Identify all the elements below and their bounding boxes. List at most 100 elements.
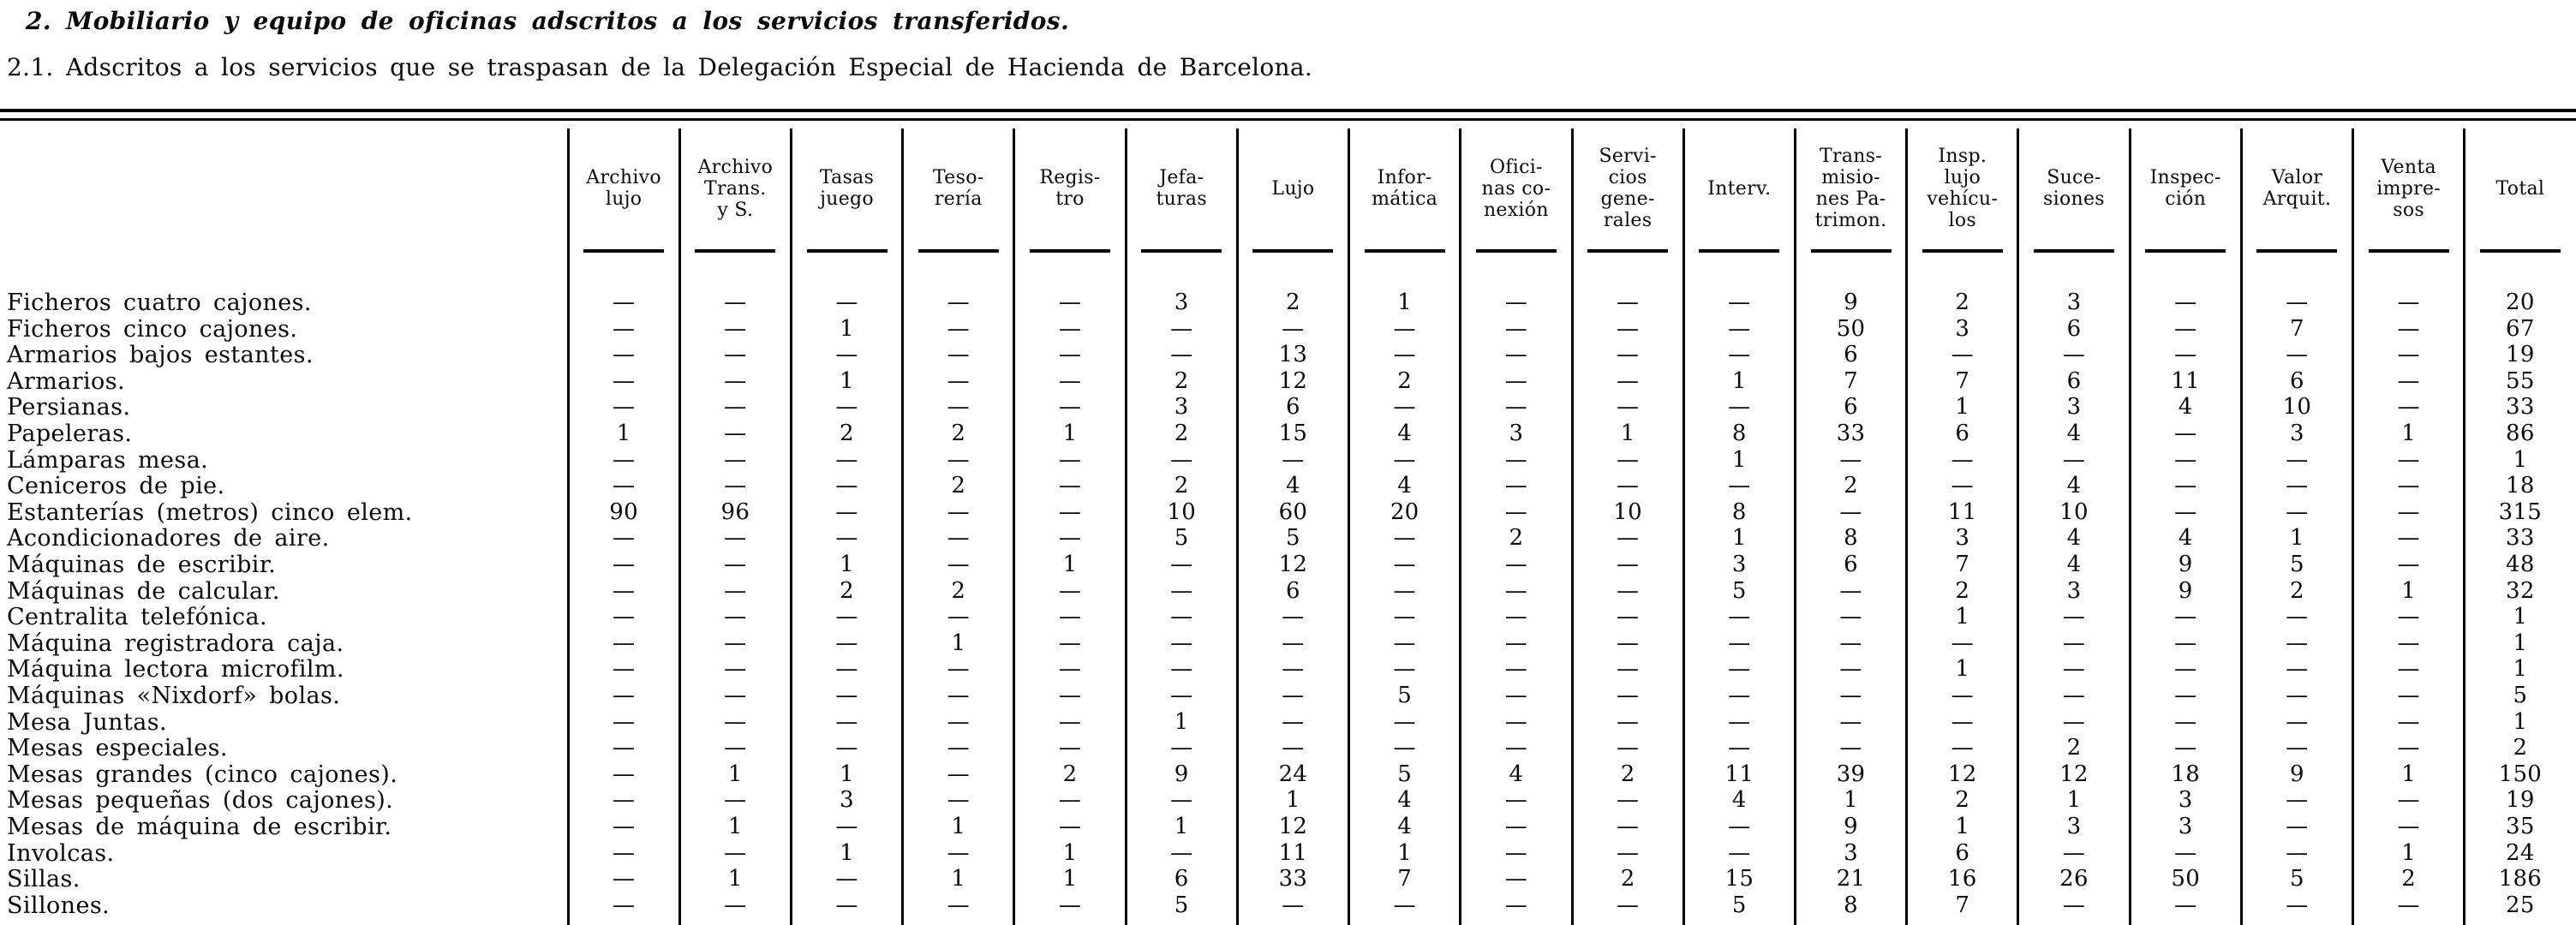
table-cell-lujo: 24 — [1278, 761, 1308, 787]
column-header-line: Total — [2495, 177, 2545, 200]
table-cell-servicios-generales: — — [1616, 708, 1640, 735]
table-cell-valor-arquit: 2 — [2290, 577, 2304, 604]
table-cell-informatica: 5 — [1397, 761, 1413, 787]
table-cell-valor-arquit: 5 — [2290, 552, 2304, 577]
table-cell-tesoreria: — — [947, 604, 970, 630]
table-cell-venta-impresos: — — [2397, 289, 2420, 315]
table-cell-oficinas-conexion: — — [1504, 577, 1528, 604]
column-divider-line — [1570, 128, 1574, 925]
table-cell-insp-lujo-vehiculos: — — [1951, 683, 1974, 708]
table-cell-lujo: 12 — [1278, 367, 1308, 394]
column-divider-line — [1682, 128, 1685, 925]
table-cell-oficinas-conexion: 4 — [1509, 761, 1524, 787]
table-cell-insp-lujo-vehiculos: 1 — [1955, 604, 1970, 630]
table-cell-archivo-lujo: — — [612, 735, 636, 761]
table-cell-sucesiones: — — [2062, 630, 2086, 656]
table-cell-tasas-juego: — — [835, 683, 858, 708]
table-cell-jefaturas: 10 — [1167, 498, 1197, 525]
column-header-line: Trans- — [1820, 146, 1883, 167]
table-cell-oficinas-conexion: 2 — [1509, 525, 1524, 552]
table-cell-transmisiones-patrimon: — — [1839, 630, 1862, 656]
table-cell-venta-impresos: — — [2397, 735, 2420, 761]
table-cell-total: 19 — [2506, 342, 2535, 368]
column-header-tasas-juego: Tasas juego — [791, 130, 902, 247]
table-cell-archivo-lujo: — — [612, 367, 636, 394]
table-cell-sucesiones: — — [2062, 892, 2086, 918]
table-cell-valor-arquit: — — [2286, 289, 2309, 315]
column-header-line: Interv. — [1707, 177, 1772, 200]
table-cell-venta-impresos: 2 — [2401, 866, 2417, 892]
table-cell-oficinas-conexion: — — [1504, 814, 1528, 839]
column-header-line: rales — [1603, 210, 1653, 231]
table-cell-lujo: 5 — [1286, 525, 1300, 552]
table-cell-venta-impresos: 1 — [2401, 421, 2417, 446]
column-header-line: los — [1948, 210, 1976, 231]
table-cell-interv: — — [1728, 814, 1751, 839]
table-cell-jefaturas: 1 — [1174, 708, 1189, 735]
table-cell-sucesiones: 3 — [2066, 577, 2082, 604]
table-cell-tasas-juego: 2 — [840, 577, 854, 604]
column-divider-line — [2239, 128, 2243, 925]
table-cell-servicios-generales: — — [1616, 683, 1640, 708]
table-cell-servicios-generales: — — [1616, 446, 1640, 473]
table-cell-sucesiones: — — [2062, 683, 2086, 708]
table-cell-inspeccion: — — [2174, 683, 2197, 708]
double-rule-bottom-line — [0, 118, 2576, 121]
column-header-line: Archivo — [697, 156, 774, 178]
table-cell-jefaturas: 3 — [1174, 394, 1189, 421]
table-cell-sucesiones: 6 — [2066, 367, 2082, 394]
table-cell-servicios-generales: — — [1616, 814, 1640, 839]
table-cell-servicios-generales: — — [1616, 656, 1640, 683]
table-cell-transmisiones-patrimon: — — [1839, 446, 1862, 473]
table-cell-registro: — — [1058, 367, 1082, 394]
table-cell-interv: 5 — [1731, 892, 1747, 918]
table-cell-sucesiones: 10 — [2059, 498, 2089, 525]
table-cell-archivo-trans-y-s: — — [724, 473, 747, 499]
table-row: Ficheros cuatro cajones. — — — — — 3 2 1 — — — 9 2 3 — —… — [0, 289, 2576, 316]
table-cell-interv: 5 — [1731, 577, 1747, 604]
table-cell-sucesiones: — — [2062, 604, 2086, 630]
table-cell-lujo: 15 — [1278, 421, 1308, 446]
table-row: Mesas pequeñas (dos cajones). — — 3 — — — 1 4 — — 4… — [0, 787, 2576, 814]
table-cell-tesoreria: 1 — [951, 814, 966, 839]
table-cell-total: 48 — [2506, 552, 2535, 577]
table-row: Centralita telefónica. — — — — — — — — — — — — 1 — — — — 1 — [0, 604, 2576, 630]
table-cell-sucesiones: 1 — [2066, 787, 2082, 814]
table-cell-lujo: 11 — [1278, 839, 1308, 866]
table-cell-oficinas-conexion: — — [1504, 367, 1528, 394]
column-header-line: Arquit. — [2262, 188, 2332, 210]
column-header-underline — [1030, 249, 1110, 253]
column-header-underline — [1364, 249, 1445, 253]
table-cell-tesoreria: — — [947, 892, 970, 918]
table-cell-archivo-trans-y-s: — — [724, 394, 747, 421]
table-cell-venta-impresos: — — [2397, 630, 2420, 656]
table-cell-valor-arquit: — — [2286, 787, 2309, 814]
table-cell-transmisiones-patrimon: — — [1839, 708, 1862, 735]
table-cell-interv: — — [1728, 839, 1751, 866]
table-cell-inspeccion: 3 — [2178, 814, 2193, 839]
table-cell-valor-arquit: — — [2286, 708, 2309, 735]
column-header-jefaturas: Jefa-turas — [1126, 130, 1237, 247]
subsection-heading: 2.1. Adscritos a los servicios que se tr… — [7, 53, 1313, 81]
table-cell-informatica: 1 — [1397, 839, 1413, 866]
column-header-registro: Regis-tro — [1014, 130, 1126, 247]
column-header-servicios-generales: Servi-cios gene-rales — [1572, 130, 1683, 247]
column-divider-line — [1124, 128, 1127, 925]
table-cell-archivo-trans-y-s: — — [724, 656, 747, 683]
table-cell-insp-lujo-vehiculos: 2 — [1955, 289, 1970, 315]
section-heading: 2. Mobiliario y equipo de oficinas adscr… — [26, 7, 1070, 35]
table-cell-total: 1 — [2513, 604, 2528, 630]
table-cell-registro: — — [1058, 735, 1082, 761]
table-cell-registro: 1 — [1062, 552, 1078, 577]
table-cell-total: 35 — [2506, 814, 2535, 839]
table-cell-insp-lujo-vehiculos: — — [1951, 630, 1974, 656]
table-cell-transmisiones-patrimon: 1 — [1844, 787, 1858, 814]
row-label: Papeleras. — [7, 421, 133, 447]
table-cell-transmisiones-patrimon: 33 — [1836, 421, 1866, 446]
table-cell-sucesiones: 3 — [2066, 289, 2082, 315]
table-cell-venta-impresos: — — [2397, 446, 2420, 473]
table-cell-transmisiones-patrimon: 7 — [1844, 367, 1858, 394]
table-cell-venta-impresos: — — [2397, 656, 2420, 683]
table-cell-servicios-generales: — — [1616, 577, 1640, 604]
row-label: Ficheros cuatro cajones. — [7, 289, 312, 316]
